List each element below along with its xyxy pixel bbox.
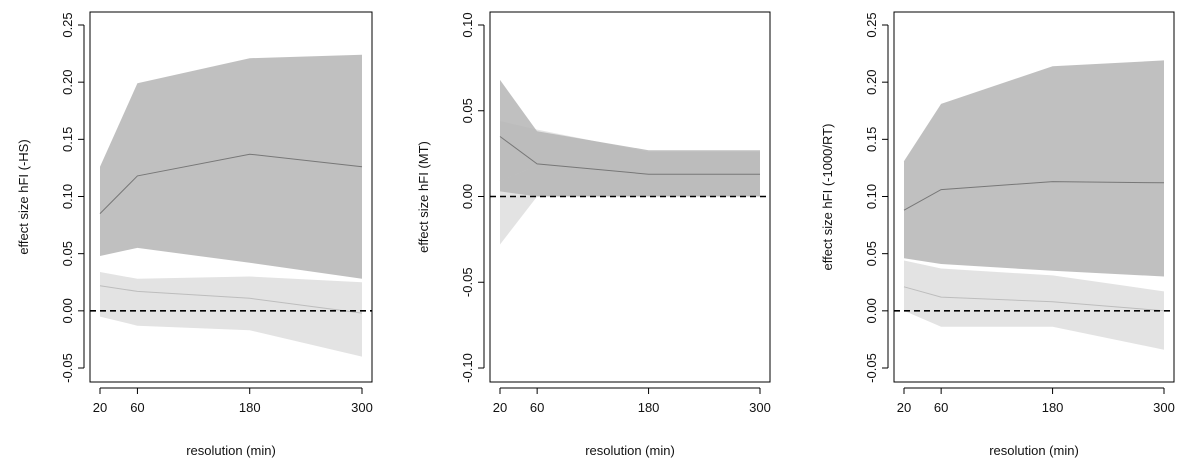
x-tick-label: 60 xyxy=(530,400,544,415)
ci-band-upper-series xyxy=(904,60,1164,277)
y-tick-label: -0.05 xyxy=(460,267,475,297)
plot-frame xyxy=(489,11,771,383)
plot-area xyxy=(490,79,770,245)
ci-band-lower-series xyxy=(904,260,1164,350)
y-tick-label: 0.15 xyxy=(864,127,879,152)
x-tick-label: 180 xyxy=(1042,400,1064,415)
x-tick-label: 180 xyxy=(638,400,660,415)
x-axis-title: resolution (min) xyxy=(989,443,1079,458)
line-lower-series xyxy=(99,285,363,314)
y-tick-label: 0.20 xyxy=(60,70,75,95)
y-axis-title: effect size hFI (-HS) xyxy=(16,139,31,254)
y-tick-label: 0.05 xyxy=(60,241,75,266)
plot-frame xyxy=(893,11,1175,383)
plot-area xyxy=(894,60,1174,350)
y-tick-label: 0.05 xyxy=(460,98,475,123)
y-tick-label: 0.15 xyxy=(60,127,75,152)
y-tick-label: 0.10 xyxy=(864,184,879,209)
line-upper-series xyxy=(903,181,1165,211)
x-axis-title: resolution (min) xyxy=(186,443,276,458)
y-tick-label: 0.00 xyxy=(460,184,475,209)
y-tick-label: 0.25 xyxy=(60,12,75,37)
y-tick-label: 0.20 xyxy=(864,70,879,95)
x-tick-label: 60 xyxy=(934,400,948,415)
ci-band-upper-series xyxy=(100,54,362,279)
x-tick-label: 20 xyxy=(897,400,911,415)
y-tick-label: 0.00 xyxy=(864,298,879,323)
x-tick-label: 20 xyxy=(493,400,507,415)
y-tick-label: 0.10 xyxy=(460,12,475,37)
plot-area xyxy=(90,54,372,357)
y-tick-label: -0.05 xyxy=(60,353,75,383)
x-tick-label: 20 xyxy=(93,400,107,415)
line-upper-series xyxy=(499,136,760,175)
x-tick-label: 300 xyxy=(749,400,771,415)
y-tick-label: -0.05 xyxy=(864,353,879,383)
x-axis-title: resolution (min) xyxy=(585,443,675,458)
y-axis-title: effect size hFI (-1000/RT) xyxy=(820,124,835,271)
ci-band-lower-series xyxy=(100,272,362,357)
y-axis-title: effect size hFI (MT) xyxy=(416,141,431,253)
line-lower-series xyxy=(903,286,1165,312)
plot-frame xyxy=(89,11,373,383)
panel-3: -0.05 0.00 0.05 0.10 0.15 0.20 0.25 20 60 180 300 r… xyxy=(820,11,1175,458)
panel-1: -0.05 0.00 0.05 0.10 0.15 0.20 0.25 20 60 180 300 r… xyxy=(16,11,373,458)
y-tick-label: 0.10 xyxy=(60,184,75,209)
line-upper-series xyxy=(99,153,363,214)
y-tick-label: -0.10 xyxy=(460,353,475,383)
y-tick-label: 0.05 xyxy=(864,241,879,266)
x-tick-label: 300 xyxy=(351,400,373,415)
y-tick-label: 0.25 xyxy=(864,12,879,37)
y-tick-label: 0.00 xyxy=(60,298,75,323)
ci-band-upper-series xyxy=(500,79,760,197)
x-tick-label: 180 xyxy=(239,400,261,415)
panel-2: -0.10 -0.05 0.00 0.05 0.10 20 60 180 300 resoluti… xyxy=(416,11,771,458)
x-tick-label: 300 xyxy=(1153,400,1175,415)
x-tick-label: 60 xyxy=(130,400,144,415)
